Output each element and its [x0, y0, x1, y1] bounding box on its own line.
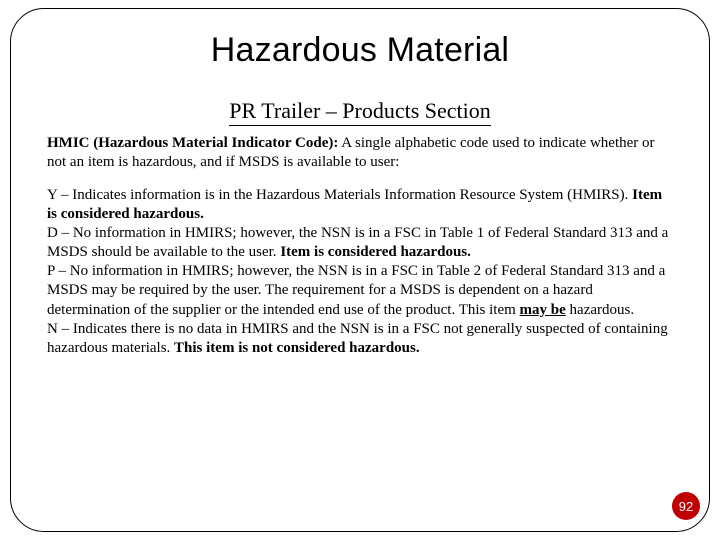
code-n: N – Indicates there is no data in HMIRS …: [47, 320, 673, 358]
code-p: P – No information in HMIRS; however, th…: [47, 262, 673, 320]
code-d: D – No information in HMIRS; however, th…: [47, 224, 673, 262]
intro-paragraph: HMIC (Hazardous Material Indicator Code)…: [47, 134, 673, 172]
code-n-bold: This item is not considered hazardous.: [174, 340, 420, 356]
page-number: 92: [679, 499, 693, 514]
code-definitions: Y – Indicates information is in the Haza…: [47, 186, 673, 359]
code-p-bold-uline: may be: [520, 302, 566, 318]
page-number-badge: 92: [672, 492, 700, 520]
code-y-text: Y – Indicates information is in the Haza…: [47, 187, 632, 203]
slide-title: Hazardous Material: [47, 31, 673, 70]
slide-frame: Hazardous Material PR Trailer – Products…: [10, 8, 710, 532]
code-d-bold: Item is considered hazardous.: [280, 244, 471, 260]
code-y: Y – Indicates information is in the Haza…: [47, 186, 673, 224]
intro-lead: HMIC (Hazardous Material Indicator Code)…: [47, 135, 338, 151]
code-p-suffix: hazardous.: [566, 302, 634, 318]
slide-subtitle: PR Trailer – Products Section: [229, 98, 491, 126]
